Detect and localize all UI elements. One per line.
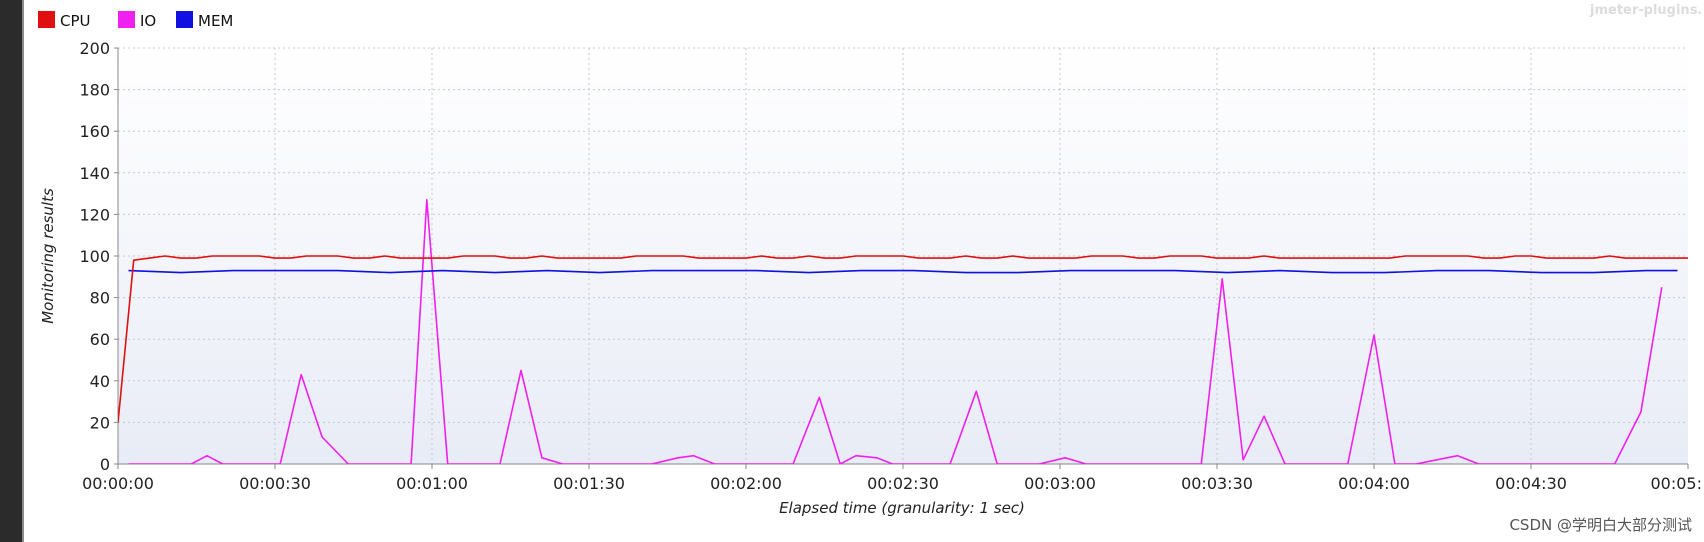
x-tick-label: 00:02:30 xyxy=(867,474,939,493)
y-tick-label: 120 xyxy=(79,205,110,224)
x-tick-label: 00:04:30 xyxy=(1495,474,1567,493)
y-tick-label: 160 xyxy=(79,122,110,141)
legend-label-io: IO xyxy=(140,12,156,30)
series-lines xyxy=(118,199,1688,464)
csdn-watermark: CSDN @学明白大部分测试 xyxy=(1509,516,1692,534)
x-tick-label: 00:01:00 xyxy=(396,474,468,493)
x-tick-label: 00:01:30 xyxy=(553,474,625,493)
x-tick-label: 00:00:00 xyxy=(82,474,154,493)
x-tick-label: 00:03:30 xyxy=(1181,474,1253,493)
series-line-cpu xyxy=(118,255,1688,423)
legend-label-mem: MEM xyxy=(198,12,233,30)
x-tick-label: 00:00:30 xyxy=(239,474,311,493)
y-tick-label: 100 xyxy=(79,247,110,266)
window-edge-bar xyxy=(0,0,22,542)
y-tick-label: 60 xyxy=(90,330,110,349)
y-tick-label: 40 xyxy=(90,372,110,391)
y-tick-label: 0 xyxy=(100,455,110,474)
x-tick-labels: 00:00:00 00:00:30 00:01:00 00:01:30 00:02:00… xyxy=(82,464,1702,493)
x-tick-label: 00:05: xyxy=(1651,474,1703,493)
legend-swatch-mem xyxy=(176,11,193,28)
jmeter-plugins-watermark: jmeter-plugins. xyxy=(1589,3,1702,18)
legend-swatch-io xyxy=(118,11,135,28)
y-tick-label: 180 xyxy=(79,81,110,100)
legend-swatch-cpu xyxy=(38,11,55,28)
x-tick-label: 00:02:00 xyxy=(710,474,782,493)
y-tick-label: 200 xyxy=(79,39,110,58)
legend: CPU IO MEM xyxy=(38,11,233,30)
window-edge-border xyxy=(22,0,24,542)
series-line-io xyxy=(128,199,1663,464)
legend-label-cpu: CPU xyxy=(60,12,91,30)
y-tick-labels: 0 20 40 60 80 100 120 140 160 180 200 xyxy=(79,39,118,474)
x-tick-label: 00:03:00 xyxy=(1024,474,1096,493)
series-line-mem xyxy=(128,269,1678,274)
x-tick-label: 00:04:00 xyxy=(1338,474,1410,493)
y-tick-label: 20 xyxy=(90,413,110,432)
y-tick-label: 140 xyxy=(79,164,110,183)
x-axis-title: Elapsed time (granularity: 1 sec) xyxy=(779,499,1025,517)
y-tick-label: 80 xyxy=(90,289,110,308)
y-axis-title: Monitoring results xyxy=(39,188,57,324)
